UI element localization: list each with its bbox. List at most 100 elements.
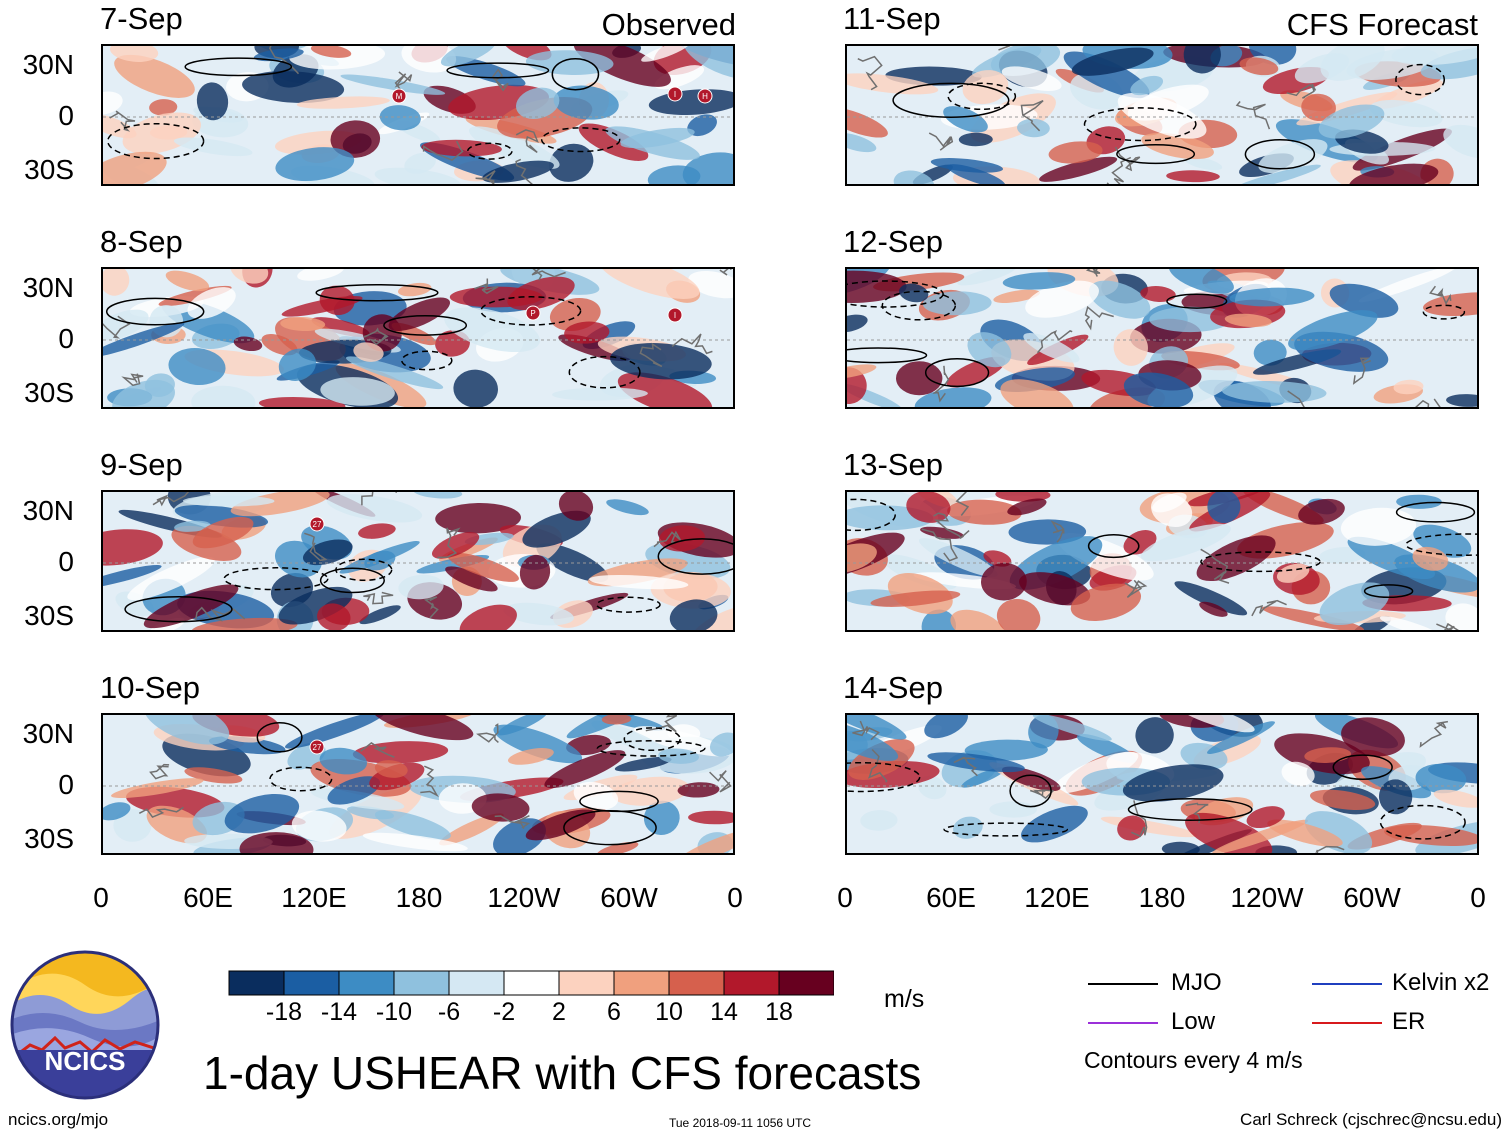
shear-blob (1025, 280, 1099, 318)
shear-blob (515, 87, 560, 120)
shear-blob (1319, 582, 1390, 626)
shear-blob (921, 609, 957, 630)
shear-blob (658, 748, 699, 764)
shear-blob (173, 137, 253, 157)
shear-blob (379, 105, 421, 131)
storm-marker-circle (525, 305, 541, 321)
panel-date-2: 9-Sep (100, 447, 183, 482)
footer-url[interactable]: ncics.org/mjo (8, 1110, 109, 1129)
lon-label: 0 (727, 882, 743, 913)
shear-blob (950, 609, 1006, 630)
storm-marker-circle (697, 88, 713, 104)
colorbar-label: -2 (492, 998, 516, 1026)
shear-blob (230, 492, 330, 517)
shear-blob (447, 552, 519, 582)
shear-blob (302, 539, 353, 566)
legend-swatch-mjo (1088, 983, 1158, 985)
coastline (475, 170, 496, 184)
shear-blob (1127, 84, 1209, 121)
mjo-contour (1332, 754, 1393, 781)
shear-blob (1000, 379, 1074, 407)
shear-blob (552, 387, 648, 401)
storm-marker-label: I (674, 90, 676, 99)
shear-blob (1032, 715, 1112, 741)
shear-blob (519, 554, 551, 590)
coastline (304, 532, 328, 562)
shear-field (847, 492, 1477, 630)
coastline (1050, 520, 1065, 543)
colorbar-label: 6 (607, 998, 621, 1026)
shear-field (847, 715, 1477, 853)
legend-label-kelvin: Kelvin x2 (1392, 969, 1490, 996)
shear-blob (1253, 339, 1287, 366)
shear-blob (239, 832, 314, 853)
coastline (1352, 357, 1372, 385)
coastline (1235, 101, 1271, 130)
coastline (1114, 146, 1141, 172)
mjo-contour (847, 347, 928, 364)
shear-blob (374, 167, 461, 184)
mjo-contour (924, 358, 990, 388)
coastline (363, 591, 394, 605)
shear-blob (310, 46, 352, 58)
shear-blob (675, 829, 733, 853)
mjo-contour (1009, 774, 1052, 808)
coastline (121, 373, 144, 387)
coastline (491, 68, 509, 92)
legend-swatch-kelvin (1312, 983, 1382, 985)
mjo-contour (1087, 534, 1140, 559)
shear-blob (689, 603, 733, 630)
mjo-contour (466, 142, 513, 160)
storm-marker: M (391, 88, 407, 104)
coastline (103, 315, 131, 339)
shear-blob (482, 160, 554, 183)
mjo-contour (1363, 584, 1414, 599)
coastline (1084, 305, 1114, 331)
shear-blob (993, 289, 1041, 303)
coastline (361, 492, 398, 506)
lat-eq: 0 (58, 769, 74, 800)
mjo-contour (596, 596, 661, 613)
shear-blob (398, 574, 444, 600)
shear-blob (553, 85, 619, 120)
shear-blob (847, 314, 868, 333)
shear-blob (860, 810, 898, 831)
shear-blob (1443, 124, 1477, 159)
shear-blob (1341, 717, 1405, 757)
storm-marker: 27 (309, 739, 325, 755)
shear-blob (143, 584, 239, 629)
shear-blob (573, 781, 619, 810)
map-panel-11-sep (845, 44, 1479, 186)
shear-blob (113, 808, 152, 842)
shear-blob (103, 151, 167, 184)
shear-blob (578, 123, 649, 161)
shear-field: 27 (103, 492, 733, 630)
coastline (932, 365, 950, 403)
mjo-contour (563, 810, 657, 846)
shear-blob (165, 270, 210, 292)
lon-label: 60W (600, 882, 658, 913)
panel-date-5: 12-Sep (843, 224, 943, 259)
mjo-contour (1379, 804, 1466, 840)
shear-blob (899, 283, 929, 303)
panel-date-0: 7-Sep (100, 1, 183, 36)
shear-blob (1310, 789, 1376, 811)
shear-blob (1168, 269, 1234, 294)
lat-30s: 30S (24, 154, 74, 185)
colorbar-label: -6 (437, 998, 461, 1026)
coastline (933, 512, 970, 540)
shear-blob (326, 494, 423, 523)
lon-label: 60W (1343, 882, 1401, 913)
shear-blob (224, 793, 300, 834)
shear-blob (327, 776, 381, 805)
shear-blob (924, 715, 968, 739)
shear-blob (981, 562, 1027, 601)
shear-blob (1318, 104, 1385, 139)
colorbar-swatch (668, 970, 725, 996)
observed-label: Observed (601, 7, 736, 42)
coastline (149, 763, 170, 780)
shear-blob (146, 805, 207, 844)
shear-blob (346, 356, 444, 390)
shear-blob (1039, 156, 1118, 182)
